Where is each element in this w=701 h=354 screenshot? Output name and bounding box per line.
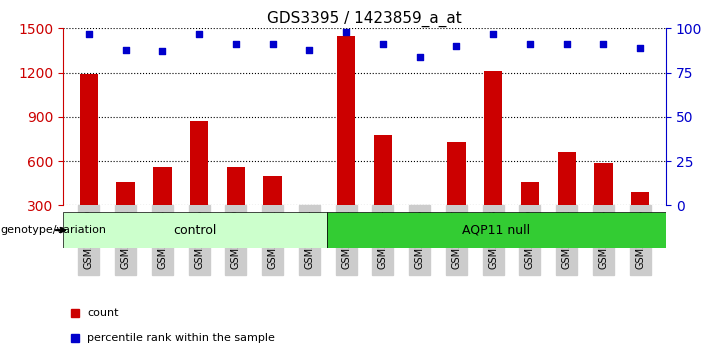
Bar xyxy=(337,36,355,250)
Bar xyxy=(447,142,465,250)
Bar xyxy=(557,152,576,250)
Point xyxy=(524,41,536,47)
Bar xyxy=(80,74,98,250)
Point xyxy=(304,47,315,52)
FancyBboxPatch shape xyxy=(327,212,666,248)
Title: GDS3395 / 1423859_a_at: GDS3395 / 1423859_a_at xyxy=(267,11,462,27)
Point xyxy=(414,54,426,59)
Point xyxy=(634,45,646,51)
Bar xyxy=(226,167,245,250)
Bar xyxy=(411,210,429,250)
Point xyxy=(341,29,352,35)
Bar xyxy=(631,192,649,250)
Text: control: control xyxy=(173,224,217,236)
Bar xyxy=(264,176,282,250)
Text: genotype/variation: genotype/variation xyxy=(0,225,106,235)
Point xyxy=(598,41,609,47)
FancyBboxPatch shape xyxy=(63,212,327,248)
Text: AQP11 null: AQP11 null xyxy=(463,224,531,236)
Point xyxy=(157,48,168,54)
Point xyxy=(230,41,241,47)
Bar xyxy=(374,135,392,250)
Bar xyxy=(484,71,503,250)
Point xyxy=(488,31,499,36)
Point xyxy=(267,41,278,47)
Point xyxy=(83,31,95,36)
Bar xyxy=(153,167,172,250)
Point xyxy=(120,47,131,52)
Bar xyxy=(521,182,539,250)
Bar xyxy=(116,182,135,250)
Text: percentile rank within the sample: percentile rank within the sample xyxy=(87,333,275,343)
Point xyxy=(377,41,388,47)
Point xyxy=(193,31,205,36)
Bar xyxy=(190,121,208,250)
Point xyxy=(451,43,462,49)
Text: count: count xyxy=(87,308,118,318)
Bar xyxy=(300,207,318,250)
Bar xyxy=(594,162,613,250)
Point xyxy=(561,41,572,47)
